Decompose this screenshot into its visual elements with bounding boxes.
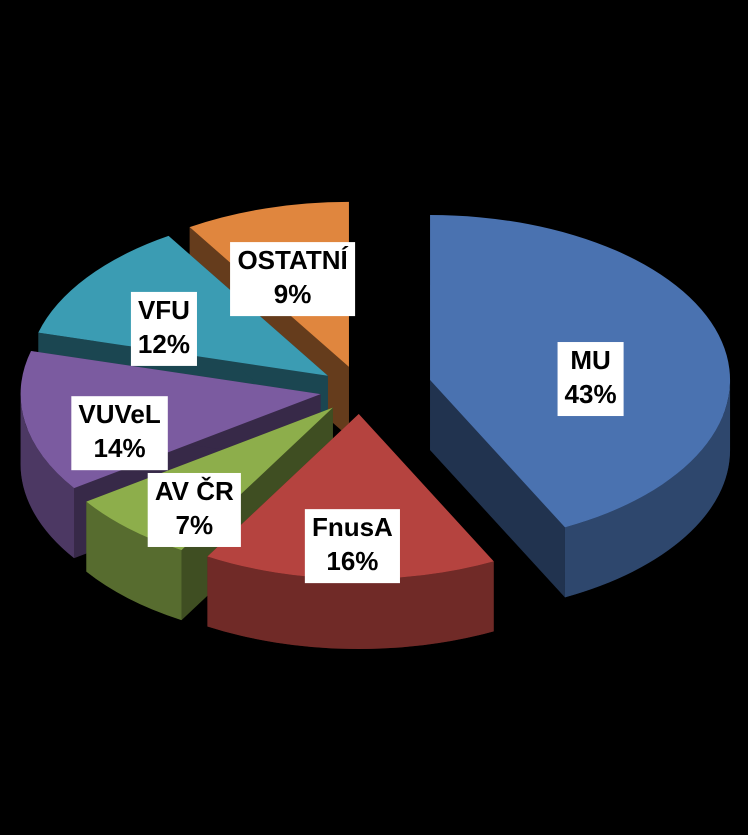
slice-side [430,380,565,598]
label-category: VUVeL [78,399,160,429]
data-label: FnusA 16% [304,509,400,584]
data-label: AV ČR 7% [147,472,241,547]
label-box [130,291,197,366]
slice-rim [564,380,731,598]
label-box [147,472,241,547]
label-value: 43% [565,379,617,409]
slice-rim [207,556,494,649]
label-category: MU [570,345,610,375]
slice-rim [20,394,75,559]
label-value: 16% [326,546,378,576]
slice-rim [86,501,182,621]
slice [207,413,494,579]
label-box [304,509,400,584]
label-box [557,342,624,417]
data-label: OSTATNÍ 9% [230,242,356,317]
label-value: 12% [138,329,190,359]
label-box [71,396,168,471]
label-category: VFU [138,295,190,325]
label-box [230,242,356,317]
label-category: FnusA [312,512,393,542]
data-label: VUVeL 14% [71,396,168,471]
data-label: VFU 12% [130,291,197,366]
label-category: OSTATNÍ [237,245,348,275]
label-category: AV ČR [155,476,234,506]
label-value: 9% [274,279,312,309]
label-value: 7% [176,510,214,540]
data-label: MU 43% [557,342,624,417]
label-value: 14% [94,433,146,463]
